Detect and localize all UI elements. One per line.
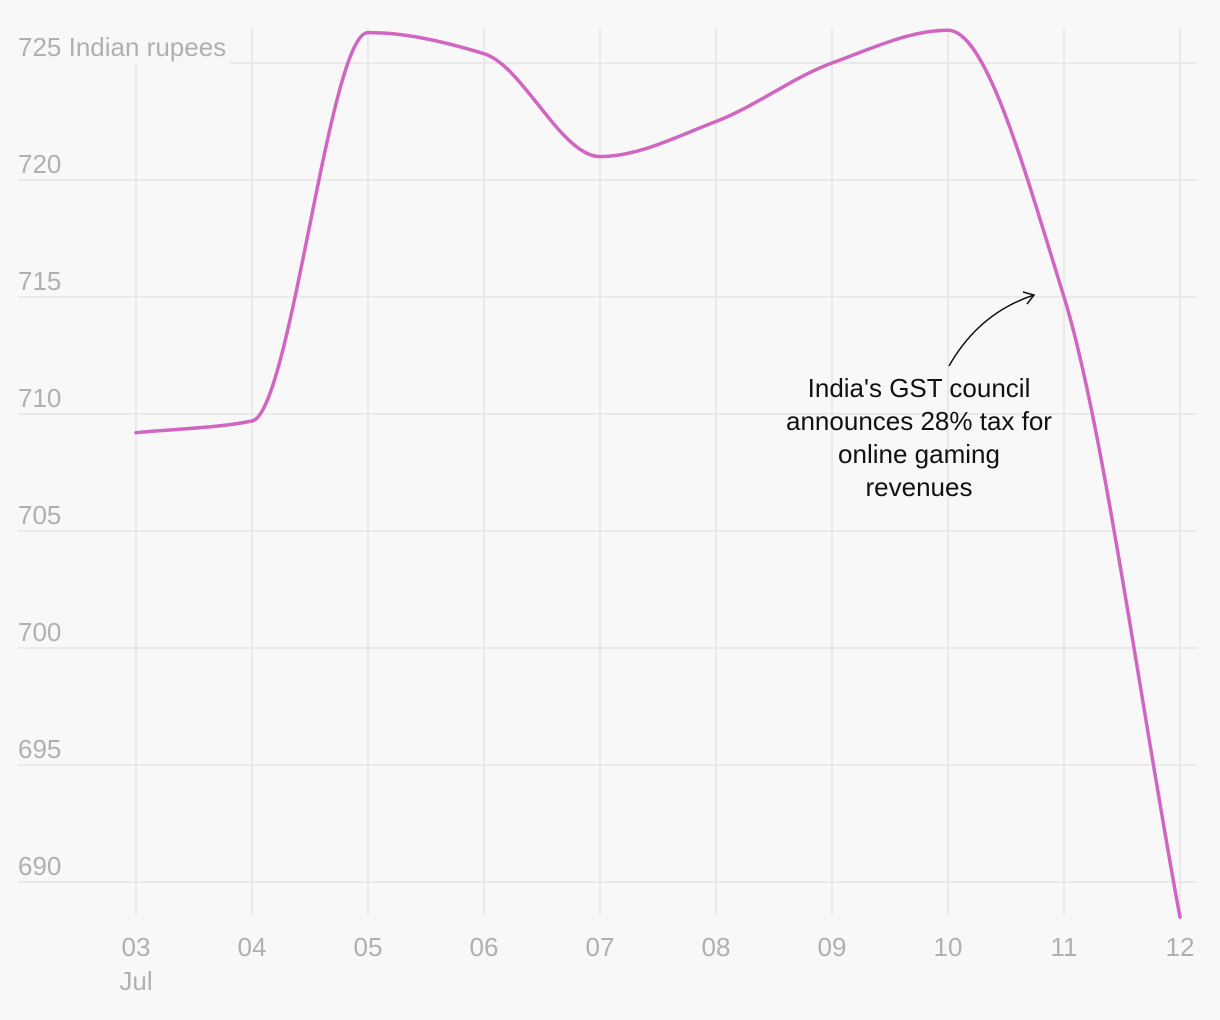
y-tick-label: 695 (18, 734, 61, 764)
x-tick-label: 12 (1166, 932, 1195, 962)
y-tick-label: 700 (18, 617, 61, 647)
x-tick-label: 03 (122, 932, 151, 962)
annotation-text-line: announces 28% tax for (786, 406, 1052, 436)
x-tick-label: 10 (934, 932, 963, 962)
price-series-line (134, 28, 1182, 919)
x-tick-label: 09 (818, 932, 847, 962)
y-tick-label: 705 (18, 500, 61, 530)
x-axis-tick-labels: 03 04 05 06 07 08 09 10 11 12 Jul (119, 932, 1194, 996)
y-tick-label: 710 (18, 383, 61, 413)
x-tick-label: 08 (702, 932, 731, 962)
x-tick-label: 05 (354, 932, 383, 962)
annotation-text-line: revenues (866, 472, 973, 502)
y-axis-tick-labels: 690 695 700 705 710 715 720 725 Indian rupees (16, 30, 231, 881)
x-tick-label: 07 (586, 932, 615, 962)
x-month-label: Jul (119, 966, 152, 996)
horizontal-gridlines (18, 62, 1197, 883)
annotation-text-line: online gaming (838, 439, 1000, 469)
y-tick-label: 690 (18, 851, 61, 881)
annotation-arrow (948, 294, 1035, 367)
annotation-text-line: India's GST council (808, 373, 1031, 403)
y-tick-label: 715 (18, 266, 61, 296)
x-tick-label: 04 (238, 932, 267, 962)
annotation-arrowhead (1022, 291, 1036, 305)
y-tick-label: 720 (18, 149, 61, 179)
y-label-background (16, 30, 231, 64)
y-tick-label: 725 Indian rupees (18, 32, 226, 62)
vertical-gridlines (135, 28, 1181, 915)
x-tick-label: 06 (470, 932, 499, 962)
x-tick-label: 11 (1051, 932, 1078, 962)
